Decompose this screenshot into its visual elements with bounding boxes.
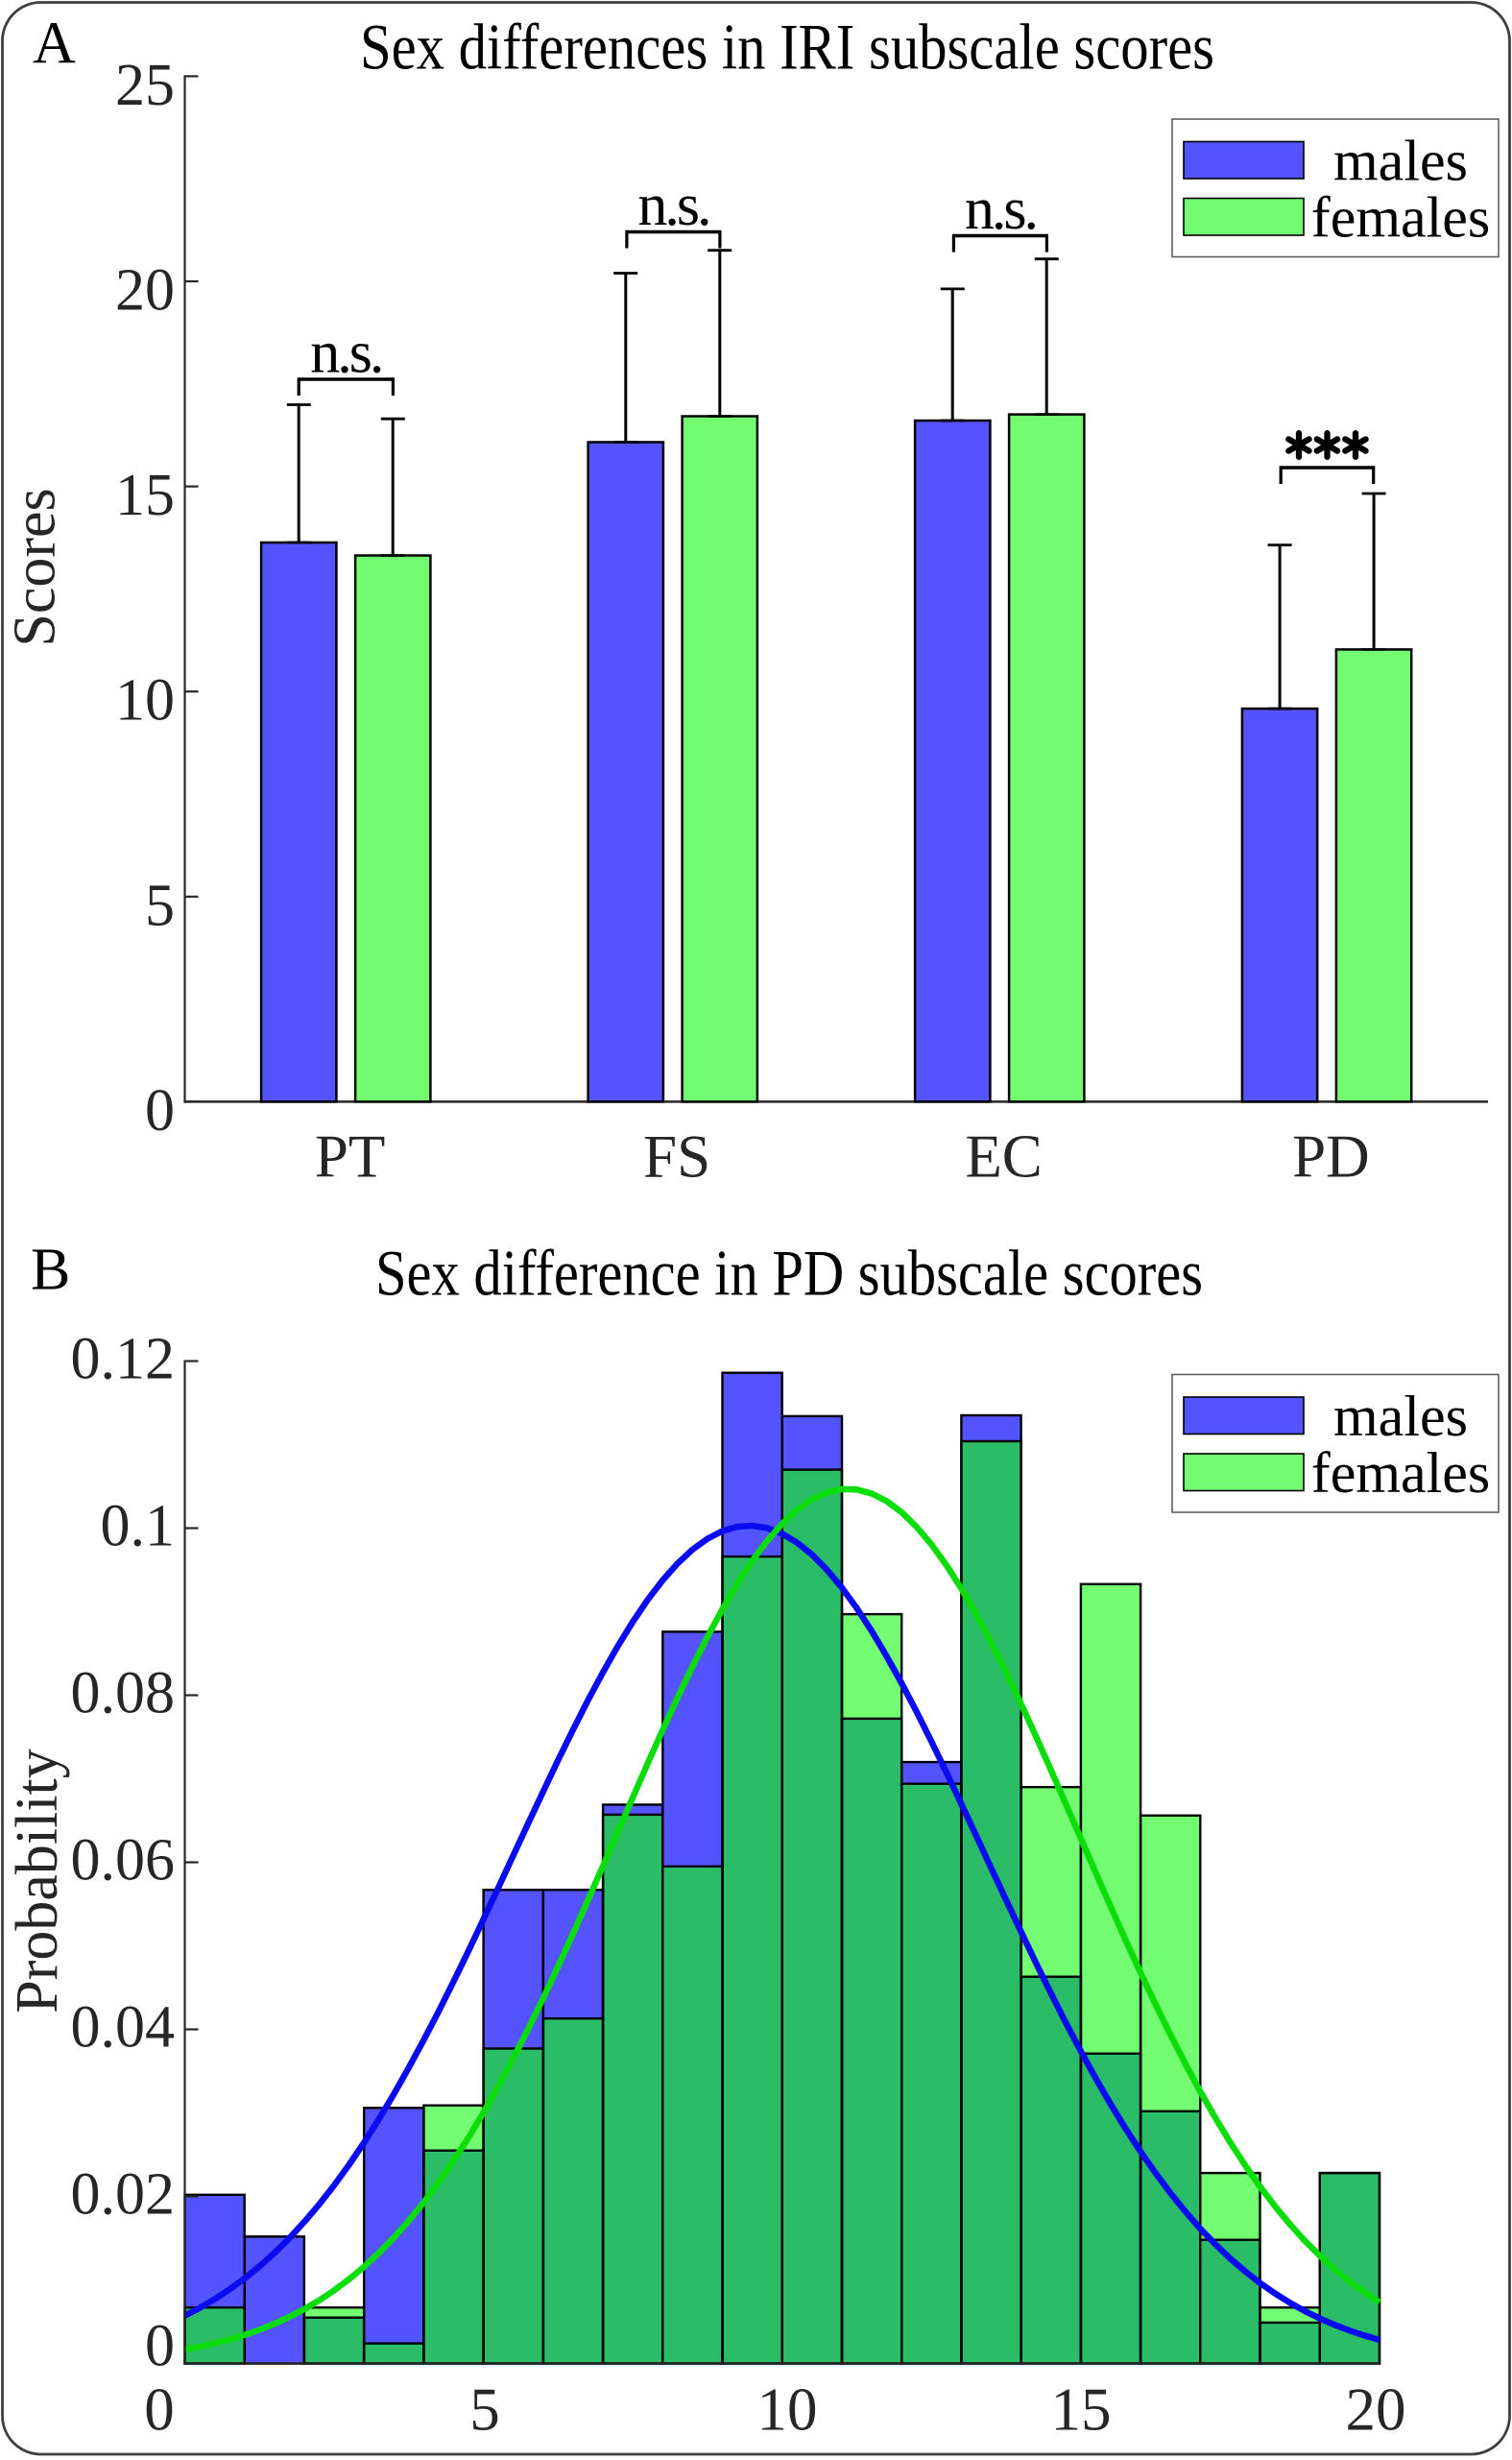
svg-text:10: 10 [757, 2376, 818, 2444]
svg-text:B: B [31, 1238, 70, 1303]
svg-text:20: 20 [115, 258, 175, 324]
svg-text:Sex difference in PD subscale: Sex difference in PD subscale scores [375, 1237, 1203, 1310]
svg-text:females: females [1311, 185, 1491, 249]
svg-text:0: 0 [145, 1078, 175, 1144]
svg-text:A: A [33, 12, 76, 77]
svg-text:15: 15 [1051, 2376, 1112, 2444]
svg-text:5: 5 [469, 2376, 500, 2444]
svg-text:EC: EC [965, 1123, 1043, 1191]
svg-text:25: 25 [115, 53, 175, 118]
svg-text:Probability: Probability [5, 1749, 70, 2014]
svg-text:females: females [1311, 1441, 1491, 1505]
svg-text:PT: PT [315, 1123, 386, 1191]
svg-text:15: 15 [115, 463, 175, 528]
svg-text:5: 5 [145, 873, 175, 938]
svg-text:0.1: 0.1 [101, 1494, 176, 1559]
svg-text:20: 20 [1346, 2376, 1406, 2444]
svg-text:0.04: 0.04 [71, 1995, 176, 2061]
svg-text:males: males [1333, 1385, 1468, 1448]
svg-text:Sex differences in IRI subscal: Sex differences in IRI subscale scores [360, 11, 1214, 84]
svg-text:0.02: 0.02 [71, 2162, 176, 2228]
svg-text:n.s.: n.s. [310, 321, 381, 386]
svg-text:0.08: 0.08 [71, 1661, 176, 1726]
svg-text:PD: PD [1292, 1123, 1370, 1191]
svg-text:males: males [1333, 129, 1468, 192]
svg-text:10: 10 [115, 668, 175, 734]
svg-text:0: 0 [144, 2376, 175, 2444]
svg-text:0.12: 0.12 [71, 1327, 176, 1392]
svg-text:0.06: 0.06 [71, 1828, 176, 1893]
svg-text:Scores: Scores [3, 488, 68, 646]
svg-text:n.s.: n.s. [965, 177, 1036, 242]
svg-text:FS: FS [643, 1123, 710, 1191]
svg-text:0: 0 [145, 2314, 175, 2379]
svg-text:n.s.: n.s. [637, 173, 708, 238]
